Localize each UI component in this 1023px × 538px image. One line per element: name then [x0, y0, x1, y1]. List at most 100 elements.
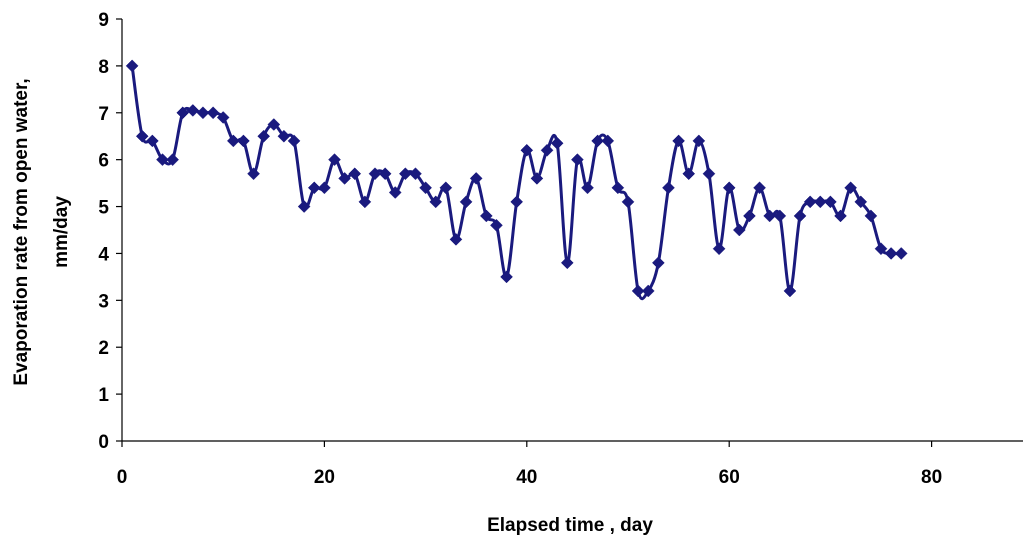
data-point-marker	[560, 256, 574, 270]
data-point-marker	[135, 129, 149, 143]
data-point-marker	[429, 195, 443, 209]
data-point-marker	[813, 195, 827, 209]
data-point-marker	[621, 195, 635, 209]
data-point-marker	[257, 129, 271, 143]
data-point-marker	[348, 167, 362, 181]
data-point-marker	[176, 106, 190, 120]
data-point-marker	[601, 134, 615, 148]
data-point-marker	[206, 106, 220, 120]
x-tick-label: 0	[117, 467, 128, 488]
data-point-marker	[469, 172, 483, 185]
y-axis-ticks: 0 1 2 3 4 5 6 7 8 9	[98, 10, 122, 453]
data-point-marker	[773, 209, 787, 223]
data-point-marker	[146, 134, 159, 148]
data-point-marker	[125, 59, 139, 73]
data-point-marker	[540, 143, 554, 157]
y-tick-label: 6	[98, 151, 109, 172]
data-point-marker	[166, 153, 179, 167]
y-tick-label: 2	[98, 338, 109, 359]
data-point-marker	[732, 223, 746, 237]
data-point-marker	[793, 209, 807, 223]
data-point-marker	[196, 106, 210, 120]
data-point-marker	[439, 181, 453, 195]
data-point-marker	[753, 181, 766, 195]
data-point-marker	[520, 143, 534, 157]
data-point-marker	[682, 167, 696, 181]
y-axis-label-line2: mm/day	[51, 196, 72, 268]
y-tick-label: 3	[98, 291, 109, 312]
data-point-marker	[844, 181, 857, 195]
data-point-marker	[662, 181, 675, 195]
data-point-marker	[652, 256, 665, 270]
data-point-marker	[216, 111, 230, 124]
data-point-marker	[803, 195, 817, 209]
data-point-marker	[894, 247, 908, 260]
x-axis-label: Elapsed time , day	[487, 515, 653, 536]
data-point-marker	[500, 270, 513, 284]
data-point-marker	[631, 284, 645, 298]
data-point-marker	[247, 167, 260, 181]
y-tick-label: 4	[98, 244, 109, 265]
series-group	[125, 59, 908, 301]
data-point-marker	[267, 118, 281, 131]
data-point-marker	[156, 153, 169, 167]
data-point-marker	[874, 242, 888, 256]
data-point-marker	[611, 181, 625, 195]
data-point-marker	[763, 209, 777, 223]
x-axis-ticks: 0 20 40 60 80	[117, 441, 942, 488]
data-point-marker	[884, 247, 898, 260]
data-point-marker	[287, 134, 301, 148]
data-point-marker	[824, 195, 837, 209]
data-point-marker	[854, 195, 868, 209]
plot-area	[121, 19, 1023, 442]
data-point-marker	[550, 136, 564, 150]
y-tick-label: 9	[98, 10, 109, 31]
data-point-marker	[399, 167, 412, 181]
data-point-marker	[722, 181, 736, 195]
data-point-marker	[712, 242, 726, 256]
data-point-marker	[368, 167, 382, 181]
y-axis-label-line1: Evaporation rate from open water,	[11, 78, 32, 385]
data-point-marker	[834, 209, 847, 223]
data-point-marker	[672, 134, 685, 148]
data-point-marker	[328, 153, 341, 167]
x-tick-label: 40	[516, 467, 537, 488]
data-point-marker	[378, 167, 392, 181]
data-point-marker	[530, 172, 544, 185]
series-line	[130, 65, 902, 301]
data-point-marker	[571, 153, 584, 167]
y-tick-label: 0	[98, 432, 109, 453]
data-point-marker	[692, 134, 706, 148]
data-point-marker	[297, 200, 311, 213]
data-point-marker	[237, 134, 250, 148]
y-tick-label: 5	[98, 198, 109, 219]
data-point-marker	[307, 181, 321, 195]
data-point-marker	[591, 134, 604, 148]
data-point-marker	[277, 129, 291, 143]
data-point-marker	[783, 284, 797, 298]
x-tick-label: 20	[314, 467, 335, 488]
data-point-marker	[490, 218, 503, 232]
data-point-marker	[641, 284, 655, 298]
data-point-marker	[388, 186, 402, 199]
x-tick-label: 60	[719, 467, 740, 488]
y-tick-label: 1	[98, 385, 109, 406]
y-tick-label: 7	[98, 104, 109, 125]
data-point-marker	[358, 195, 372, 209]
data-point-marker	[702, 167, 716, 181]
y-tick-label: 8	[98, 57, 109, 78]
x-tick-label: 80	[921, 467, 942, 488]
data-point-marker	[318, 181, 331, 195]
data-point-marker	[864, 209, 878, 223]
data-point-marker	[743, 209, 756, 223]
data-point-marker	[186, 104, 200, 117]
data-point-marker	[581, 181, 594, 195]
data-point-marker	[338, 172, 351, 185]
data-point-marker	[226, 134, 240, 148]
data-point-marker	[459, 195, 473, 209]
data-point-marker	[409, 167, 422, 181]
data-point-marker	[449, 233, 463, 246]
data-point-marker	[419, 181, 432, 195]
data-point-marker	[479, 209, 493, 223]
